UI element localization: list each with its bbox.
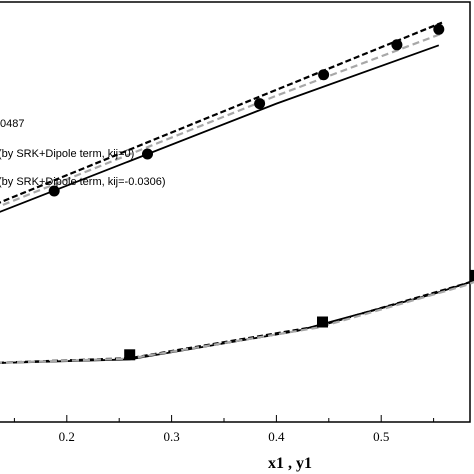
circle-marker-2 <box>254 98 266 110</box>
square-marker-2 <box>470 269 474 281</box>
circle-marker-0 <box>48 185 60 197</box>
series-dashed-gray-line-0 <box>0 32 443 208</box>
x-axis-title: x1 , y1 <box>268 455 312 472</box>
series-layer <box>0 21 474 364</box>
marker-layer <box>48 23 474 361</box>
series-dashed-black-line-1 <box>0 279 474 364</box>
legend: 0487 (by SRK+Dipole term, kij=0) (by SRK… <box>0 118 166 188</box>
legend-entry-2: (by SRK+Dipole term, kij=0) <box>0 148 134 160</box>
x-tick-label-0: 0.2 <box>59 429 75 444</box>
circle-marker-3 <box>318 69 330 81</box>
x-tick-label-3: 0.5 <box>373 429 389 444</box>
series-dashed-gray-line-1 <box>0 280 474 364</box>
x-tick-label-1: 0.3 <box>163 429 179 444</box>
circle-marker-1 <box>142 148 153 160</box>
square-marker-0 <box>124 349 136 361</box>
plot-frame <box>0 1 471 423</box>
series-solid-black-line-0 <box>0 44 440 213</box>
legend-entry-1: 0487 <box>0 118 24 130</box>
x-tick-label-2: 0.4 <box>268 429 285 444</box>
series-dashed-black-line-0 <box>0 21 443 204</box>
circle-marker-5 <box>433 23 445 35</box>
circle-marker-4 <box>391 39 403 51</box>
square-marker-1 <box>317 316 328 328</box>
x-axis: 0.2 0.3 0.4 0.5 <box>13 415 435 444</box>
series-solid-black-line-1 <box>0 280 474 364</box>
legend-entry-3: (by SRK+Dipole term, kij=-0.0306) <box>0 176 166 188</box>
